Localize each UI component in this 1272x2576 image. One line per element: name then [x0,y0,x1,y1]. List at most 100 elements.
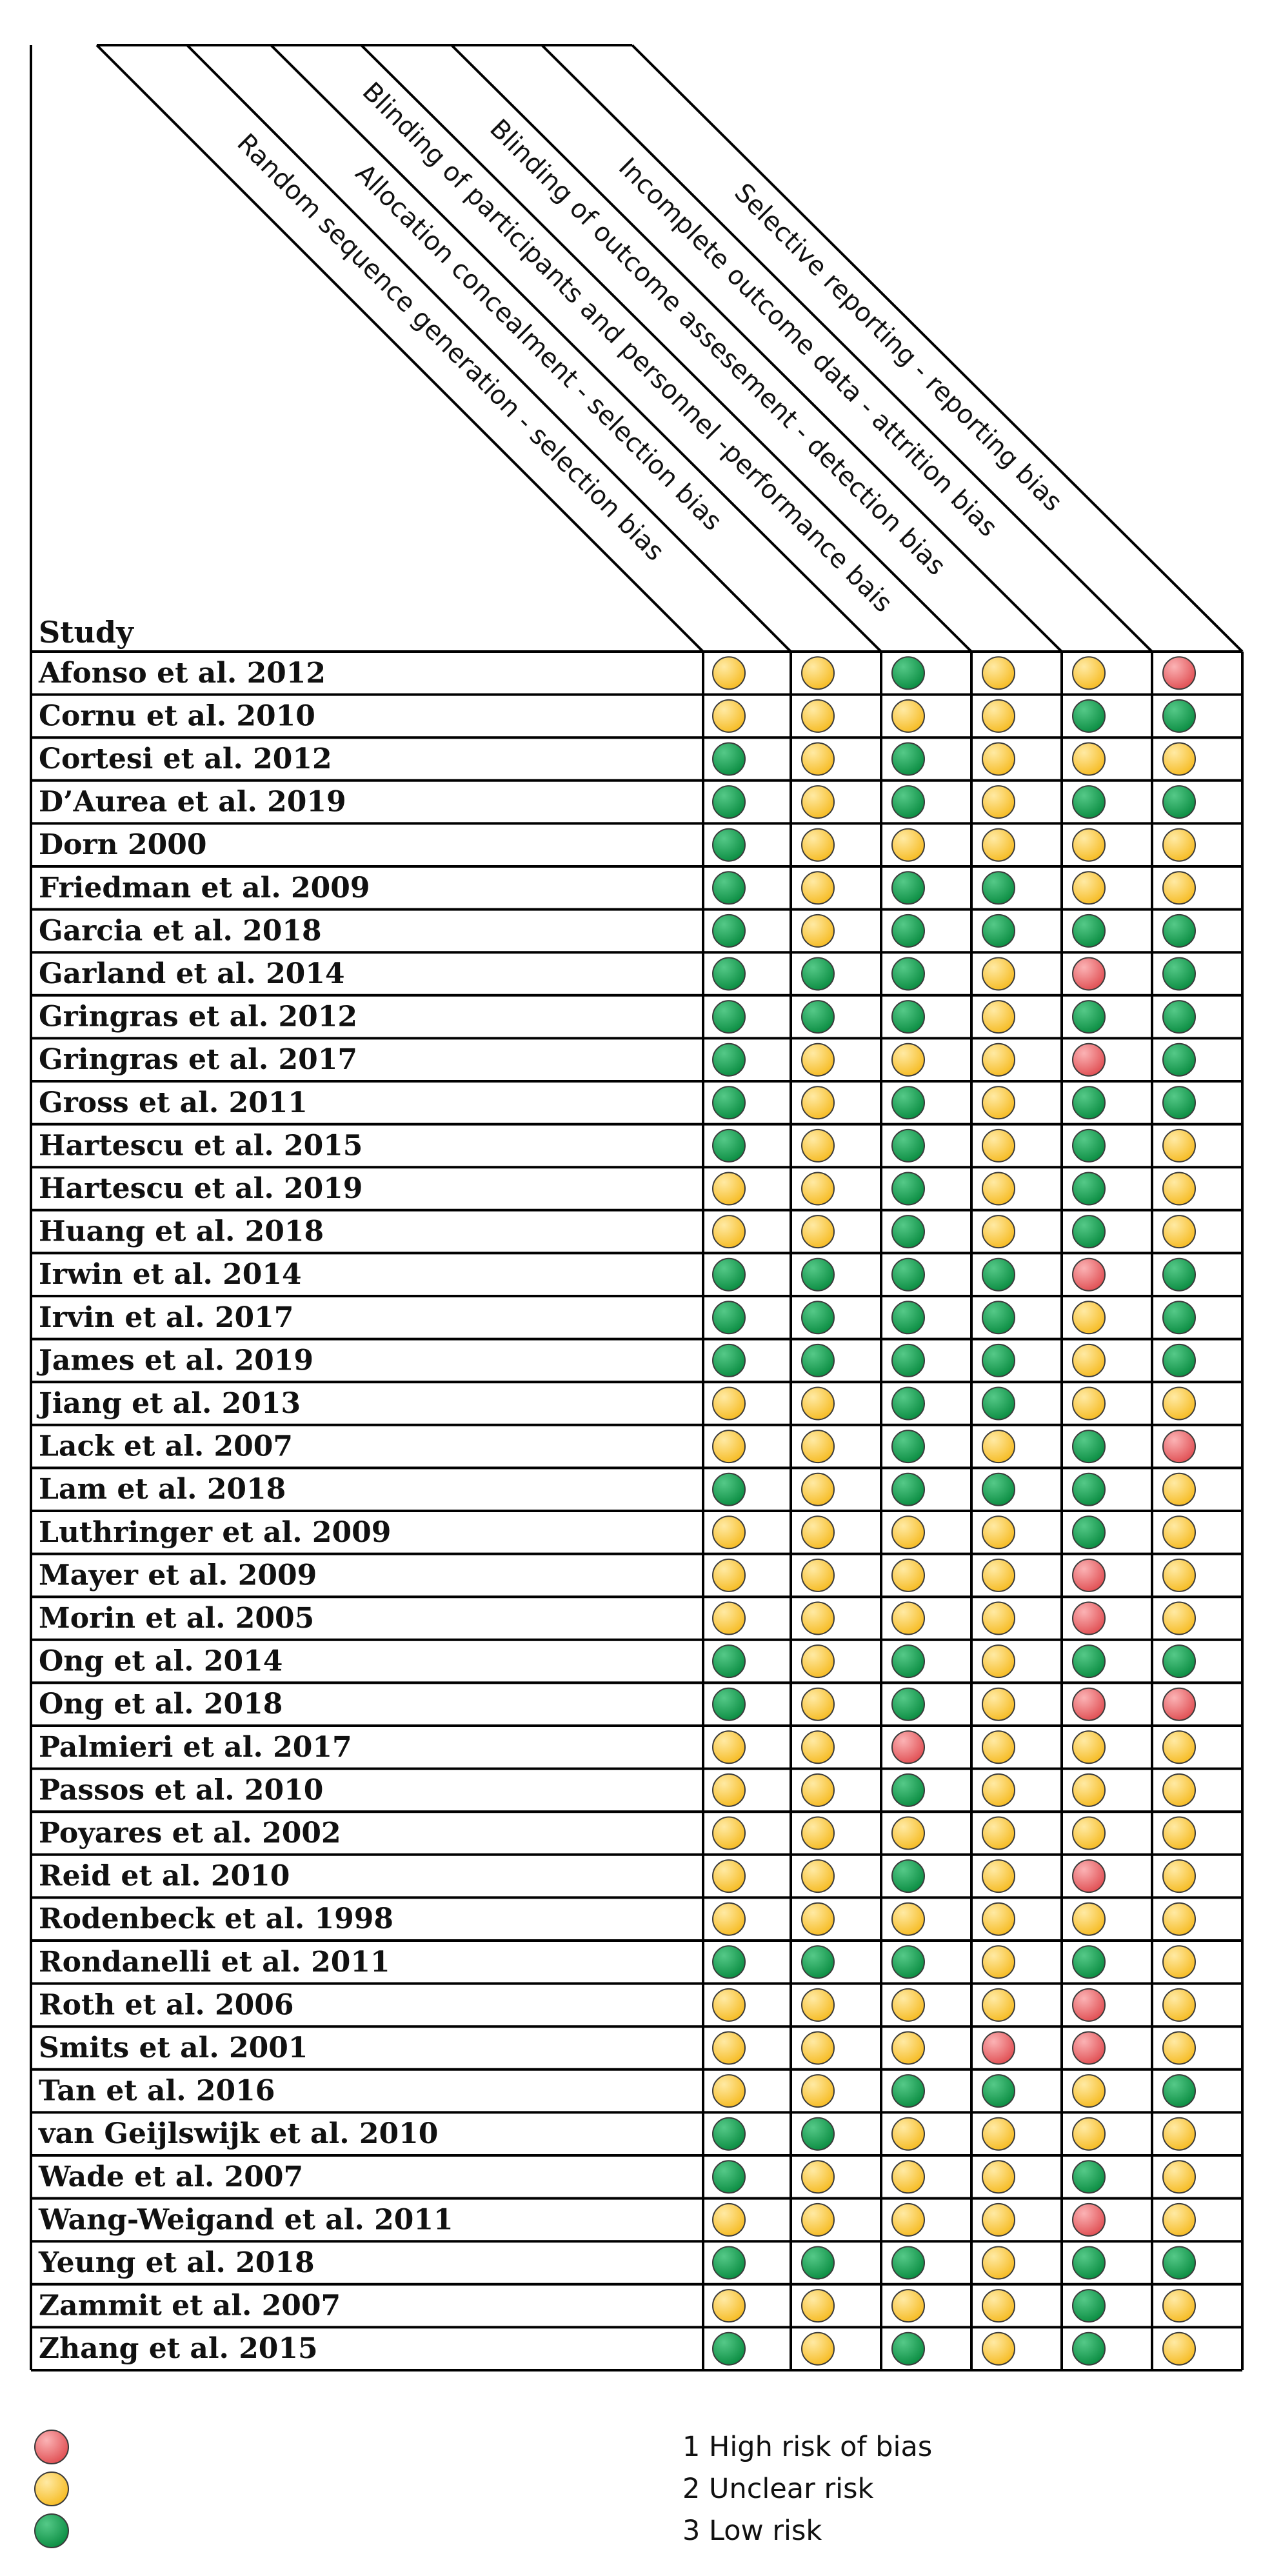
study-name: Cortesi et al. 2012 [39,743,332,775]
risk-dot [982,1215,1015,1249]
risk-dot [891,1043,925,1077]
study-name: Lam et al. 2018 [39,1473,286,1506]
study-name: Dorn 2000 [39,828,206,861]
study-name: Gringras et al. 2017 [39,1043,357,1076]
risk-dot [1072,656,1106,690]
risk-dot [1072,1945,1106,1979]
risk-dot [712,1301,746,1335]
risk-dot [712,1386,746,1421]
risk-dot [712,1601,746,1635]
risk-dot [1162,742,1196,776]
risk-dot [891,1430,925,1464]
risk-dot [982,1816,1015,1850]
risk-dot [1162,2202,1196,2237]
legend-swatch-3 [34,2513,69,2548]
risk-dot [891,1816,925,1850]
risk-dot [712,1902,746,1936]
table-row: Afonso et al. 2012 [38,656,1196,690]
risk-dot [1072,1301,1106,1335]
risk-dot [1162,1043,1196,1077]
table-row: Huang et al. 2018 [39,1215,1196,1249]
risk-dot [801,1386,835,1421]
risk-dot [982,1515,1015,1550]
table-row: van Geijlswijk et al. 2010 [38,2117,1196,2151]
risk-dot [1162,1301,1196,1335]
study-name: Palmieri et al. 2017 [39,1731,352,1764]
risk-dot [891,1257,925,1292]
table-row: Garland et al. 2014 [39,957,1196,991]
risk-dot [801,2074,835,2108]
study-name: Reid et al. 2010 [39,1860,290,1893]
risk-dot [801,2202,835,2237]
header-divider [95,44,704,653]
risk-dot [1072,2117,1106,2151]
risk-dot [891,1172,925,1206]
risk-dot [982,1945,1015,1979]
table-row: Garcia et al. 2018 [39,914,1196,948]
risk-dot [1072,2160,1106,2194]
table-row: Wade et al. 2007 [38,2160,1196,2194]
table-row: Poyares et al. 2002 [39,1816,1196,1850]
risk-dot [712,2074,746,2108]
legend-label-3: 3 Low risk [682,2515,822,2547]
risk-dot [801,957,835,991]
column-header-1: Random sequence generation - selection b… [231,128,670,567]
risk-dot [891,957,925,991]
risk-dot [801,1000,835,1034]
risk-dot [712,2117,746,2151]
table-row: Jiang et al. 2013 [36,1386,1196,1421]
risk-dot [891,1386,925,1421]
risk-dot [1072,742,1106,776]
header-divider [631,44,1244,653]
risk-dot [982,656,1015,690]
risk-dot [801,1816,835,1850]
legend-swatch-1 [34,2430,69,2464]
risk-dot [891,1773,925,1807]
table-row: Lack et al. 2007 [39,1430,1196,1464]
risk-dot [801,1301,835,1335]
table-row: Luthringer et al. 2009 [39,1515,1196,1550]
risk-dot [891,871,925,905]
risk-dot [1162,828,1196,862]
table-row: Rondanelli et al. 2011 [39,1945,1196,1979]
header-divider [270,44,882,653]
risk-dot [801,1859,835,1893]
risk-dot [801,1515,835,1550]
study-name: Gross et al. 2011 [39,1086,308,1119]
risk-dot [982,2031,1015,2065]
risk-dot [1162,1945,1196,1979]
legend-label-1: 1 High risk of bias [682,2431,932,2463]
table-row: Dorn 2000 [39,828,1196,862]
risk-dot [1072,1558,1106,1592]
risk-dot [1162,1000,1196,1034]
risk-dot [712,1215,746,1249]
study-name: Tan et al. 2016 [39,2075,275,2108]
risk-dot [801,1043,835,1077]
table-row: Roth et al. 2006 [39,1988,1196,2022]
table-row: Gringras et al. 2012 [39,1000,1196,1034]
risk-dot [801,1215,835,1249]
risk-dot [1162,1644,1196,1679]
risk-dot [982,2202,1015,2237]
table-row: James et al. 2019 [36,1343,1196,1377]
table-row: Gross et al. 2011 [39,1086,1196,1120]
risk-dot [982,1301,1015,1335]
risk-dot [891,656,925,690]
risk-dot [1072,1086,1106,1120]
risk-dot [891,1515,925,1550]
table-row: Gringras et al. 2017 [39,1043,1196,1077]
risk-dot [712,1773,746,1807]
risk-dot [1072,1988,1106,2022]
risk-dot [982,1043,1015,1077]
risk-dot [1162,785,1196,819]
risk-dot [891,2074,925,2108]
risk-dot [982,1257,1015,1292]
risk-dot [982,1902,1015,1936]
risk-dot [891,1945,925,1979]
risk-dot [712,1644,746,1679]
risk-dot [712,1859,746,1893]
risk-dot [891,742,925,776]
study-name: Irvin et al. 2017 [39,1301,293,1334]
study-name: Gringras et al. 2012 [39,1001,357,1033]
risk-dot [1072,1172,1106,1206]
